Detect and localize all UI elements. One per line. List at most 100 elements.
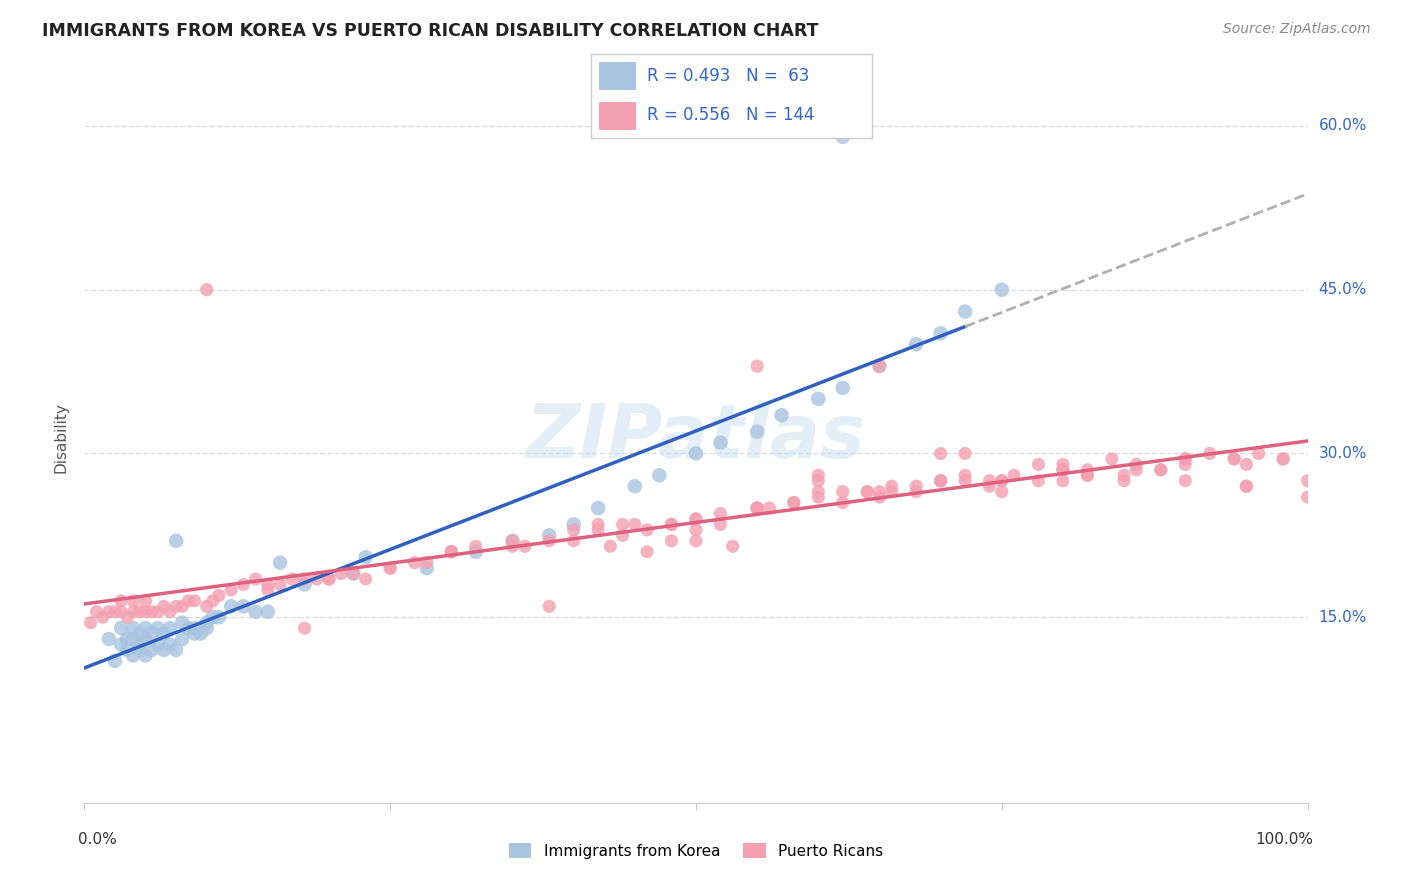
Point	[586, 501, 609, 516]
Point	[281, 572, 304, 586]
Point	[538, 528, 561, 542]
Point	[269, 556, 291, 570]
Point	[538, 599, 561, 614]
Point	[599, 539, 621, 553]
Point	[953, 304, 976, 318]
Point	[1150, 463, 1173, 477]
Point	[146, 605, 169, 619]
Point	[747, 359, 769, 373]
Text: R = 0.493   N =  63: R = 0.493 N = 63	[647, 68, 808, 86]
Point	[685, 446, 707, 460]
Point	[685, 523, 707, 537]
Point	[1236, 479, 1258, 493]
Point	[232, 599, 254, 614]
Point	[562, 533, 585, 548]
Point	[807, 490, 830, 504]
Point	[831, 484, 853, 499]
Point	[807, 474, 830, 488]
Point	[380, 561, 402, 575]
Point	[183, 621, 205, 635]
Point	[880, 484, 903, 499]
Point	[110, 621, 132, 635]
Point	[929, 474, 952, 488]
Point	[636, 523, 658, 537]
Point	[219, 599, 242, 614]
Point	[721, 539, 744, 553]
Point	[979, 479, 1001, 493]
Point	[709, 435, 731, 450]
Point	[110, 594, 132, 608]
Point	[831, 129, 853, 144]
Text: 100.0%: 100.0%	[1256, 832, 1313, 847]
Point	[115, 632, 138, 646]
Point	[1028, 474, 1050, 488]
Point	[1296, 490, 1319, 504]
Point	[141, 643, 163, 657]
Point	[807, 484, 830, 499]
Point	[294, 577, 316, 591]
Point	[159, 605, 181, 619]
Legend: Immigrants from Korea, Puerto Ricans: Immigrants from Korea, Puerto Ricans	[502, 837, 890, 864]
Point	[110, 638, 132, 652]
Point	[330, 566, 353, 581]
Point	[1052, 463, 1074, 477]
Point	[685, 512, 707, 526]
Point	[232, 577, 254, 591]
Point	[502, 539, 524, 553]
Point	[195, 621, 218, 635]
Point	[97, 605, 120, 619]
Point	[747, 501, 769, 516]
Point	[953, 446, 976, 460]
Point	[135, 605, 157, 619]
Point	[208, 588, 231, 602]
Point	[1198, 446, 1220, 460]
Point	[159, 638, 181, 652]
Point	[135, 621, 157, 635]
Point	[905, 484, 928, 499]
Point	[1076, 468, 1098, 483]
Point	[122, 632, 145, 646]
Point	[856, 484, 879, 499]
Point	[991, 283, 1014, 297]
Point	[257, 577, 280, 591]
Point	[183, 594, 205, 608]
Point	[856, 484, 879, 499]
Point	[807, 468, 830, 483]
Point	[1114, 474, 1136, 488]
Point	[416, 561, 439, 575]
Point	[747, 425, 769, 439]
Point	[190, 626, 212, 640]
Point	[257, 605, 280, 619]
Point	[807, 392, 830, 406]
Point	[1002, 468, 1025, 483]
Point	[128, 638, 150, 652]
Point	[1296, 474, 1319, 488]
Point	[104, 654, 127, 668]
Point	[991, 474, 1014, 488]
Point	[562, 523, 585, 537]
Point	[464, 539, 486, 553]
Point	[153, 626, 176, 640]
Point	[685, 533, 707, 548]
Point	[128, 605, 150, 619]
Point	[97, 632, 120, 646]
Point	[201, 610, 224, 624]
Point	[869, 484, 891, 499]
Point	[991, 474, 1014, 488]
Point	[612, 517, 634, 532]
Point	[91, 610, 114, 624]
Point	[624, 517, 647, 532]
Point	[1125, 463, 1147, 477]
Point	[305, 572, 328, 586]
Point	[586, 523, 609, 537]
Point	[1052, 458, 1074, 472]
Point	[1223, 451, 1246, 466]
Point	[661, 517, 683, 532]
Point	[869, 359, 891, 373]
Point	[110, 605, 132, 619]
Point	[183, 626, 205, 640]
Point	[1174, 451, 1197, 466]
Point	[128, 626, 150, 640]
Point	[1114, 468, 1136, 483]
Point	[1052, 463, 1074, 477]
